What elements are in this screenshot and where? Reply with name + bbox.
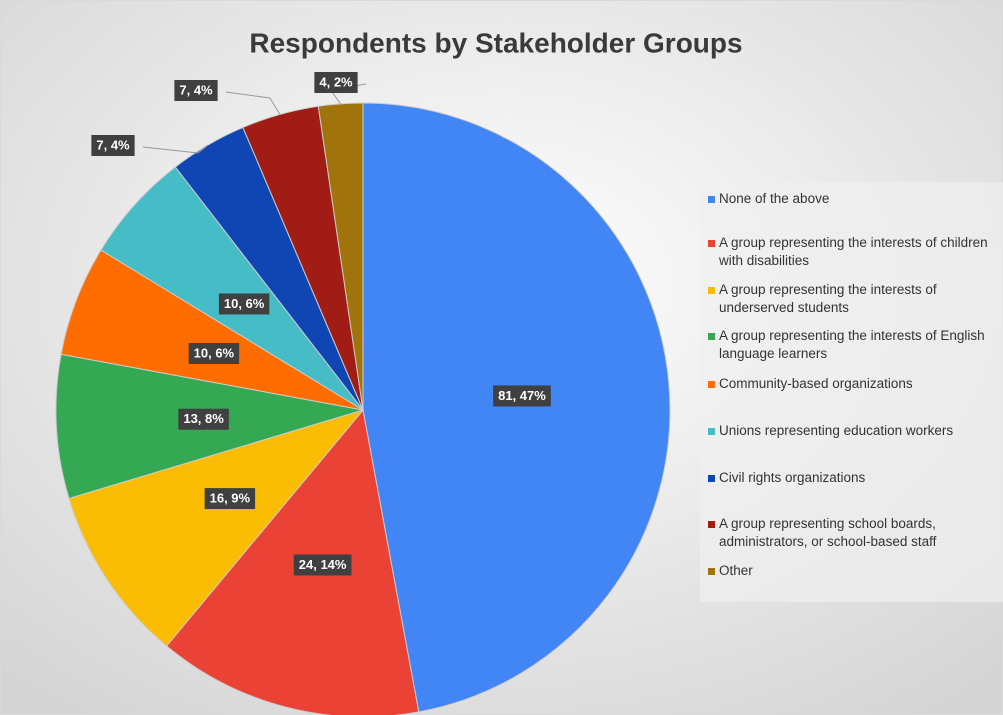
legend-item: Unions representing education workers [708,422,1003,440]
data-label-box [493,385,551,407]
legend-label: Community-based organizations [719,376,913,391]
data-label-box [204,488,256,510]
data-label: 7, 4% [91,135,135,156]
legend-item: A group representing school boards, admi… [708,515,1003,551]
legend-swatch [708,333,715,340]
data-label-box [218,293,270,315]
data-label: 10, 6% [218,293,270,315]
legend-item: A group representing the interests of En… [708,327,1003,363]
data-label: 81, 47% [493,385,551,407]
data-label: 10, 6% [188,342,240,364]
data-label: 7, 4% [174,80,218,101]
legend-item: None of the above [708,190,1003,208]
leader-line [142,144,209,154]
legend-label: Unions representing education workers [719,423,954,438]
legend-swatch [708,240,715,247]
legend-swatch [708,381,715,388]
data-label-text: 10, 6% [224,296,265,311]
pie-slice [68,409,365,647]
data-label-text: 10, 6% [194,345,235,360]
data-label-text: 24, 14% [299,557,347,572]
legend: None of the above A group representing th… [700,182,1003,602]
legend-label: Other [719,563,753,578]
data-label: 16, 9% [204,488,256,510]
data-label-box [188,342,240,364]
data-label-box [178,408,229,430]
legend-label: A group representing the interests of En… [719,328,985,361]
data-label-box [314,72,358,93]
legend-swatch [708,287,715,294]
data-label: 24, 14% [293,554,352,576]
data-label: 13, 8% [178,408,229,430]
legend-item: A group representing the interests of ch… [708,234,1003,270]
pie-slice [317,102,364,411]
legend-swatch [708,428,715,435]
legend-swatch [708,196,715,203]
legend-label: A group representing school boards, admi… [719,516,937,549]
data-label-box [174,80,218,101]
data-label-text: 7, 4% [179,82,213,97]
legend-item: Community-based organizations [708,375,1003,393]
pie-slice [362,102,671,713]
legend-label: A group representing the interests of ch… [719,235,988,268]
legend-label: None of the above [719,191,830,206]
data-label-text: 4, 2% [319,74,353,89]
legend-item: Civil rights organizations [708,469,1003,487]
legend-label: A group representing the interests of un… [719,282,937,315]
leader-line [225,91,281,115]
legend-label: Civil rights organizations [719,470,866,485]
pie-slice [165,408,420,715]
legend-swatch [708,475,715,482]
data-label-text: 13, 8% [183,411,224,426]
chart-title: Respondents by Stakeholder Groups [249,27,742,58]
data-label-text: 81, 47% [498,388,546,403]
legend-swatch [708,568,715,575]
data-label-box [91,135,135,156]
data-label-text: 7, 4% [96,137,130,152]
data-label: 4, 2% [314,72,358,93]
legend-swatch [708,521,715,528]
legend-item: A group representing the interests of un… [708,281,1003,317]
data-label-box [293,554,352,576]
legend-item: Other [708,562,1003,580]
data-label-text: 16, 9% [210,491,251,506]
